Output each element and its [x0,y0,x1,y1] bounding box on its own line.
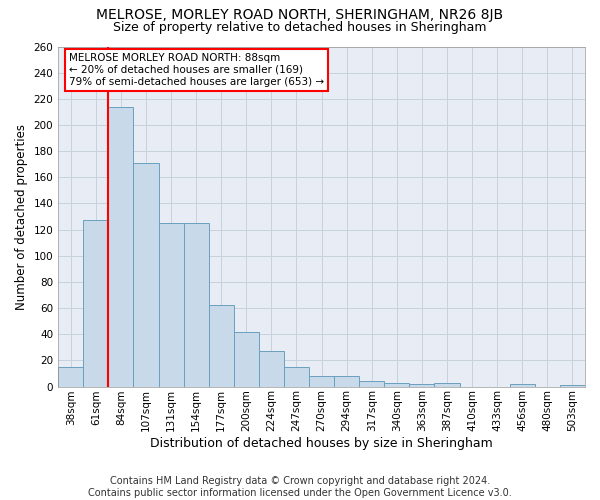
Bar [209,306,234,386]
Bar [284,367,309,386]
Bar [58,367,83,386]
Bar [184,223,209,386]
Bar [359,382,385,386]
Bar [385,382,409,386]
Bar [309,376,334,386]
Bar [133,163,158,386]
Bar [109,106,133,386]
Bar [334,376,359,386]
Bar [234,332,259,386]
Text: Contains HM Land Registry data © Crown copyright and database right 2024.
Contai: Contains HM Land Registry data © Crown c… [88,476,512,498]
Y-axis label: Number of detached properties: Number of detached properties [15,124,28,310]
Bar [409,384,434,386]
Bar [83,220,109,386]
Bar [434,382,460,386]
Bar [259,351,284,386]
Bar [560,385,585,386]
Bar [510,384,535,386]
Text: MELROSE, MORLEY ROAD NORTH, SHERINGHAM, NR26 8JB: MELROSE, MORLEY ROAD NORTH, SHERINGHAM, … [97,8,503,22]
Text: MELROSE MORLEY ROAD NORTH: 88sqm
← 20% of detached houses are smaller (169)
79% : MELROSE MORLEY ROAD NORTH: 88sqm ← 20% o… [69,54,324,86]
Bar [158,223,184,386]
Text: Size of property relative to detached houses in Sheringham: Size of property relative to detached ho… [113,21,487,34]
X-axis label: Distribution of detached houses by size in Sheringham: Distribution of detached houses by size … [150,437,493,450]
